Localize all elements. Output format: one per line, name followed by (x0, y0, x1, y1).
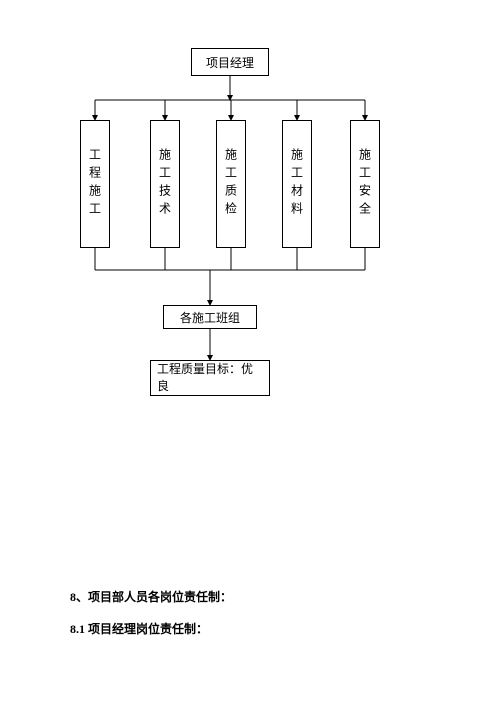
node-root: 项目经理 (191, 48, 269, 76)
node-c1-label: 工程施工 (87, 148, 104, 220)
section-8-1-heading: 8.1 项目经理岗位责任制： (70, 620, 208, 637)
node-c2-label: 施工技术 (157, 148, 174, 220)
node-team: 各施工班组 (163, 305, 257, 329)
node-c3-label: 施工质检 (223, 148, 240, 220)
node-team-label: 各施工班组 (180, 309, 240, 326)
node-root-label: 项目经理 (206, 54, 254, 71)
section-8-heading: 8、项目部人员各岗位责任制： (70, 588, 232, 605)
node-c2: 施工技术 (150, 120, 180, 248)
node-c4-label: 施工材料 (289, 148, 306, 220)
node-goal-label: 工程质量目标：优良 (151, 357, 269, 399)
node-goal: 工程质量目标：优良 (150, 360, 270, 396)
node-c4: 施工材料 (282, 120, 312, 248)
node-c3: 施工质检 (216, 120, 246, 248)
node-c1: 工程施工 (80, 120, 110, 248)
node-c5: 施工安全 (350, 120, 380, 248)
node-c5-label: 施工安全 (357, 148, 374, 220)
